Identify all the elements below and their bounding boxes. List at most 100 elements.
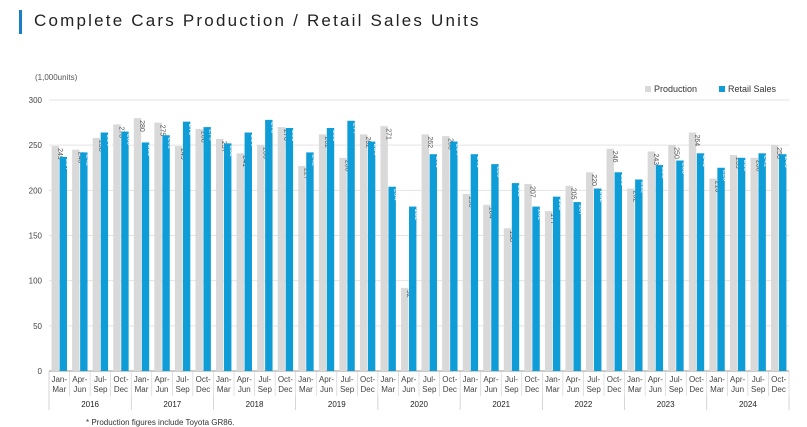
bar-production [359,134,368,371]
x-tick-label-month-end: Dec [607,385,621,394]
bar-label-retail-sales: 254 [454,144,461,156]
bar-label-production: 236 [344,160,351,172]
bar-label-retail-sales: 182 [537,209,544,221]
x-tick-label-month-end: Mar [299,385,313,394]
bar-label-retail-sales: 225 [722,170,729,182]
x-tick-label-month-end: Dec [114,385,128,394]
bar-label-retail-sales: 277 [352,123,359,135]
bar-label-retail-sales: 240 [783,156,790,168]
y-tick-label: 50 [33,322,42,331]
x-tick-label-month-start: Jul- [258,375,271,384]
bar-production [216,138,224,371]
x-tick-label-month-start: Jul- [505,375,518,384]
bar-retail-sales [758,153,766,371]
bar-retail-sales [573,202,581,371]
bar-label-production: 280 [138,120,145,132]
bar-retail-sales [182,121,191,372]
y-axis: 0 50 100 150 200 250 300 [29,96,43,376]
legend-swatch-retail-sales [719,86,725,92]
bar-production [606,148,614,371]
x-tick-label-month-end: Dec [525,385,539,394]
bar-retail-sales [532,206,540,371]
x-tick-label-month-end: Sep [340,385,355,394]
bar-production [647,151,656,371]
x-tick-label-month-start: Apr- [319,375,334,384]
bar-production [257,145,265,371]
x-tick-label-month-end: Jun [238,385,251,394]
bar-retail-sales [347,120,355,371]
bar-production [113,124,121,371]
bar-label-production: 227 [302,168,309,180]
bar-label-retail-sales: 233 [680,163,687,175]
x-tick-label-month-start: Apr- [401,375,416,384]
x-tick-label-month-end: Mar [463,385,477,394]
x-tick-label-month-start: Apr- [648,375,663,384]
x-tick-label-month-end: Jun [649,385,662,394]
bar-label-retail-sales: 252 [228,145,235,157]
bar-label-retail-sales: 236 [742,160,749,172]
y-tick-label: 250 [29,141,43,150]
x-tick-label-month-end: Sep [669,385,684,394]
legend-swatch-production [645,86,651,92]
bar-retail-sales [552,196,561,371]
bar-label-production: 257 [220,141,227,153]
bar-label-production: 239 [734,157,741,169]
x-tick-label-month-start: Oct- [771,375,786,384]
x-year-label: 2024 [739,400,757,409]
bar-label-production: 268 [200,131,207,143]
x-tick-label-month-end: Dec [360,385,374,394]
x-tick-label-month-start: Jan- [627,375,643,384]
bar-production [709,178,717,371]
bar-label-retail-sales: 228 [660,167,667,179]
x-tick-label-month-end: Sep [258,385,273,394]
bar-production [195,128,203,371]
bar-label-production: 158 [508,230,515,242]
bar-retail-sales [265,119,273,371]
bar-retail-sales [676,160,684,371]
bar-retail-sales [696,153,705,371]
bar-label-production: 271 [385,128,392,140]
x-tick-label-month-end: Mar [381,385,395,394]
x-tick-label-month-start: Jan- [134,375,150,384]
bar-retail-sales [388,186,396,371]
x-tick-label-month-end: Sep [422,385,437,394]
bar-retail-sales [779,154,787,371]
bar-retail-sales [141,142,150,371]
x-tick-label-month-end: Mar [135,385,149,394]
page-title: Complete Cars Production / Retail Sales … [34,11,481,30]
bar-label-production: 243 [652,153,659,165]
bar-label-retail-sales: 253 [146,144,153,156]
bar-production [51,146,59,371]
bar-label-production: 245 [76,152,83,164]
bar-label-production: 220 [590,174,597,186]
x-tick-label-month-start: Oct- [607,375,622,384]
x-year-label: 2019 [328,400,346,409]
bar-label-retail-sales: 202 [598,191,605,203]
bar-label-retail-sales: 237 [64,159,71,171]
bar-production [401,287,409,371]
x-tick-label-month-end: Mar [710,385,724,394]
x-tick-label-month-start: Apr- [483,375,498,384]
y-tick-label: 300 [29,96,43,105]
x-year-label: 2022 [575,400,593,409]
bar-label-retail-sales: 204 [393,189,400,201]
bar-label-retail-sales: 242 [84,154,91,166]
bar-retail-sales [635,179,643,371]
bar-label-production: 262 [426,136,433,148]
bar-label-production: 249 [179,148,186,160]
bar-label-retail-sales: 278 [269,122,276,134]
bar-production [339,157,347,371]
bar-label-production: 264 [693,135,700,147]
bar-label-retail-sales: 220 [619,174,626,186]
bar-production [627,188,635,371]
bar-label-production: 262 [323,136,330,148]
bar-label-production: 92 [405,290,412,298]
x-tick-label-month-start: Apr- [730,375,745,384]
x-tick-label-month-end: Jun [567,385,580,394]
x-tick-label-month-end: Dec [772,385,786,394]
bar-label-retail-sales: 261 [167,137,174,149]
x-year-label: 2021 [492,400,510,409]
bar-production [318,134,327,371]
bar-retail-sales [244,132,252,371]
